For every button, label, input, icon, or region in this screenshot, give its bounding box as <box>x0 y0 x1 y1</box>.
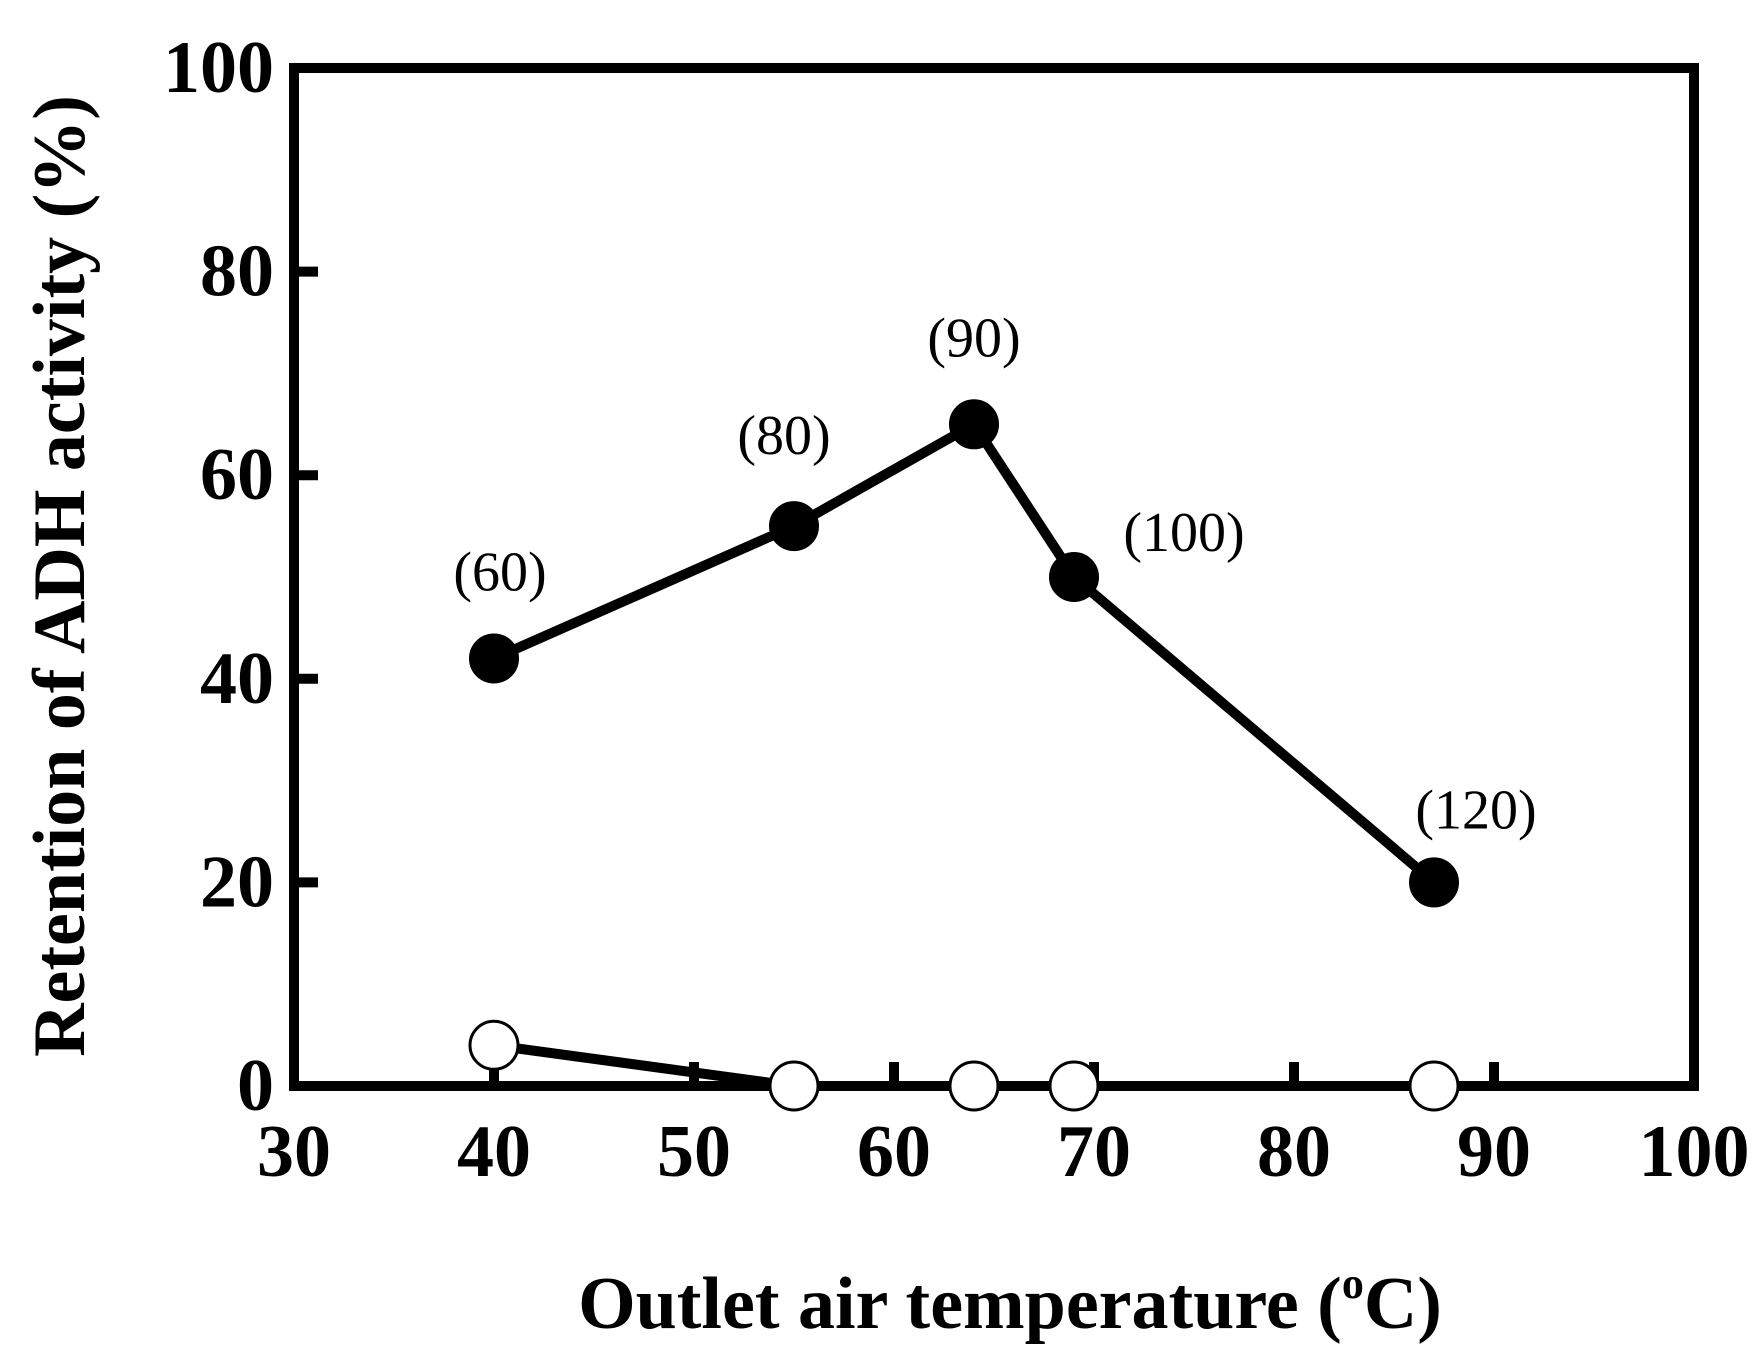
series-lines <box>491 419 1438 1091</box>
open-data-point <box>1408 1060 1460 1112</box>
open-data-point <box>468 1019 520 1071</box>
axis-tick-labels: 30 40 50 60 70 80 90 100 0 20 40 60 80 100 <box>163 27 1750 1193</box>
y-tick-label: 20 <box>200 841 274 923</box>
y-tick-label: 0 <box>237 1045 274 1127</box>
y-axis-title: Retention of ADH activity (%) <box>19 95 101 1057</box>
y-tick-label: 100 <box>163 27 274 109</box>
x-tick-label: 100 <box>1639 1111 1750 1193</box>
series-line <box>491 419 1438 887</box>
filled-data-point <box>469 633 519 684</box>
filled-data-point <box>769 501 819 552</box>
x-tick-label: 40 <box>457 1111 531 1193</box>
y-tick-label: 40 <box>200 638 274 720</box>
x-tick-label: 30 <box>257 1111 331 1193</box>
open-data-point <box>948 1060 1000 1112</box>
axis-ticks <box>294 266 1499 1086</box>
filled-data-point <box>1409 857 1459 908</box>
x-tick-label: 80 <box>1257 1111 1331 1193</box>
point-labels: (60) (80) (90) (100) (120) <box>453 307 1536 841</box>
x-tick-label: 50 <box>657 1111 731 1193</box>
data-point-label: (60) <box>453 541 546 603</box>
x-tick-label: 60 <box>857 1111 931 1193</box>
data-point-label: (90) <box>927 307 1020 369</box>
open-data-point <box>1048 1060 1100 1112</box>
degree-symbol: o <box>1342 1259 1364 1308</box>
data-point-label: (100) <box>1123 502 1244 564</box>
filled-data-point <box>949 399 999 450</box>
data-point-label: (120) <box>1415 779 1536 841</box>
open-data-point <box>768 1060 820 1112</box>
y-tick-label: 60 <box>200 434 274 516</box>
y-tick-label: 80 <box>200 231 274 313</box>
filled-data-point <box>1049 552 1099 602</box>
series-markers <box>468 399 1460 1112</box>
x-axis-title: Outlet air temperature (oC) <box>578 1259 1442 1345</box>
x-tick-label: 70 <box>1057 1111 1131 1193</box>
data-point-label: (80) <box>737 405 830 467</box>
x-tick-label: 90 <box>1457 1111 1531 1193</box>
